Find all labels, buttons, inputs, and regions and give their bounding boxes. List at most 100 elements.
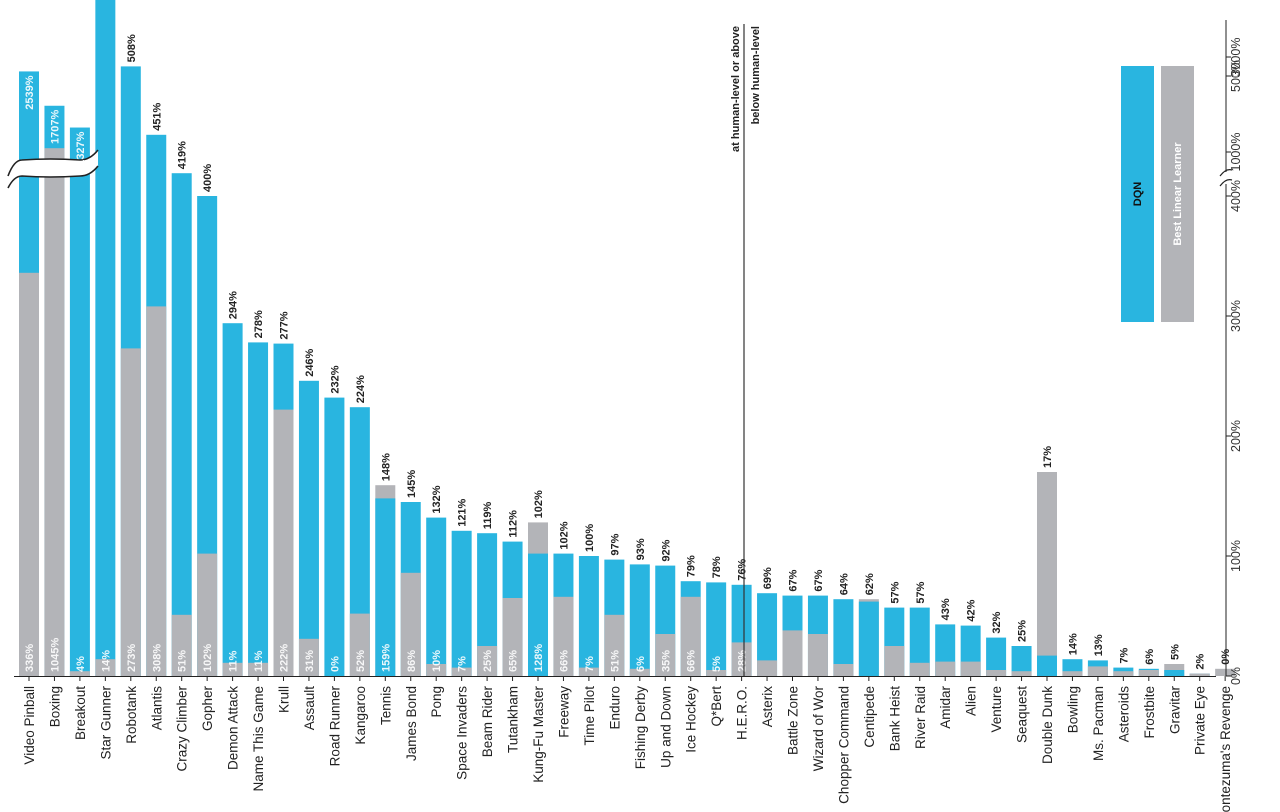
labels-layer: 2539%336%1707%1045%1327%4%598%14%508%273… (24, 34, 1232, 672)
bar-linear-asterix (757, 660, 778, 676)
value-label-dqn-bowling: 14% (1067, 633, 1079, 655)
category-label-pong: Pong (429, 686, 444, 718)
value-label-linear-atlantis: 308% (151, 644, 163, 672)
bar-linear-wizard-of-wor (807, 634, 828, 676)
category-label-road-runner: Road Runner (327, 686, 342, 767)
bar-linear-river-raid (909, 662, 930, 676)
value-label-linear-up-and-down: 35% (660, 650, 672, 672)
value-label-linear-assault: 31% (304, 650, 316, 672)
value-label-dqn-wizard-of-wor: 67% (813, 569, 825, 591)
value-label-dqn-space-invaders: 121% (457, 498, 469, 526)
y-tick-label: 500% (1229, 60, 1243, 92)
value-label-dqn-kung-fu-master: 102% (533, 490, 545, 518)
category-label-battle-zone: Battle Zone (786, 686, 801, 755)
value-label-dqn-james-bond: 145% (406, 470, 418, 498)
bars-layer (7, 0, 1236, 677)
bar-linear-demon-attack (222, 662, 243, 676)
bar-linear-frostbite (1138, 670, 1159, 676)
category-label-enduro: Enduro (607, 686, 622, 730)
value-label-dqn-robotank: 508% (126, 34, 138, 62)
category-label-tennis: Tennis (378, 686, 393, 725)
bar-dqn-crazy-climber (171, 173, 192, 676)
category-label-frostbite: Frostbite (1142, 686, 1157, 739)
value-label-linear-kung-fu-master: 128% (533, 644, 545, 672)
value-label-dqn-crazy-climber: 419% (177, 141, 189, 169)
bar-linear-seaquest (1011, 671, 1032, 676)
value-label-dqn-bank-heist: 57% (889, 581, 901, 603)
bar-linear-name-this-game (248, 662, 269, 676)
value-label-linear-beam-rider: 25% (482, 650, 494, 672)
bar-linear-time-pilot (578, 667, 599, 676)
bar-linear-boxing (44, 148, 65, 677)
category-label-video-pinball: Video Pinball (22, 686, 37, 765)
y-axis-break (1219, 169, 1233, 187)
category-label-alien: Alien (964, 686, 979, 716)
value-label-dqn-video-pinball: 2539% (24, 75, 36, 109)
value-label-linear-krull: 222% (279, 644, 291, 672)
axis-break-line (7, 165, 99, 189)
bar-linear-gopher (197, 553, 218, 676)
bar-linear-atlantis (146, 306, 167, 676)
value-label-dqn-gravitar: 5% (1169, 644, 1181, 660)
value-label-linear-crazy-climber: 51% (177, 650, 189, 672)
category-label-demon-attack: Demon Attack (226, 686, 241, 770)
category-label-ms-pacman: Ms. Pacman (1091, 686, 1106, 761)
value-label-dqn-time-pilot: 100% (584, 524, 596, 552)
value-label-dqn-name-this-game: 278% (253, 310, 265, 338)
bar-dqn-q-bert (706, 582, 727, 676)
category-label-up-and-down: Up and Down (658, 686, 673, 768)
value-label-dqn-amidar: 43% (940, 598, 952, 620)
bar-dqn-centipede (858, 601, 879, 676)
category-label-time-pilot: Time Pilot (582, 686, 597, 746)
category-label-kangaroo: Kangaroo (353, 686, 368, 745)
value-label-dqn-tennis: 148% (380, 453, 392, 481)
value-label-dqn-enduro: 97% (609, 533, 621, 555)
y-tick-label: 300% (1229, 300, 1243, 332)
category-label-freeway: Freeway (556, 686, 571, 738)
category-label-chopper-command: Chopper Command (836, 686, 851, 804)
legend-label-dqn: DQN (1132, 182, 1144, 207)
bar-linear-bank-heist (884, 646, 905, 676)
category-label-krull: Krull (277, 686, 292, 713)
category-label-double-dunk: Double Dunk (1040, 686, 1055, 764)
bar-linear-breakout (69, 671, 90, 676)
category-label-beam-rider: Beam Rider (480, 685, 495, 757)
bar-linear-montezuma-s-revenge (1215, 668, 1236, 676)
value-label-dqn-demon-attack: 294% (228, 291, 240, 319)
value-label-linear-ice-hockey: 66% (686, 650, 698, 672)
value-label-dqn-kangaroo: 224% (355, 375, 367, 403)
bar-linear-crazy-climber (171, 614, 192, 676)
category-label-breakout: Breakout (73, 686, 88, 740)
value-label-linear-tutankham: 65% (508, 650, 520, 672)
category-label-asterix: Asterix (760, 686, 775, 728)
y-tick-label: 200% (1229, 420, 1243, 452)
category-label-assault: Assault (302, 686, 317, 731)
category-label-space-invaders: Space Invaders (455, 686, 470, 780)
legend-swatch-linear (1161, 66, 1194, 322)
value-label-linear-video-pinball: 336% (24, 644, 36, 672)
category-labels: Video Pinball Boxing Breakout Star Gunner Ro… (22, 676, 1233, 812)
value-label-linear-freeway: 66% (558, 650, 570, 672)
bar-linear-ice-hockey (680, 596, 701, 676)
value-label-linear-h-e-r-o: 28% (737, 650, 749, 672)
y-tick-label: 1000% (1229, 133, 1243, 172)
bar-linear-enduro (604, 614, 625, 676)
value-label-linear-pong: 10% (431, 650, 443, 672)
value-label-linear-name-this-game: 11% (253, 650, 265, 672)
bar-dqn-chopper-command (833, 599, 854, 676)
bar-linear-double-dunk (1037, 472, 1057, 676)
bar-dqn-beam-rider (477, 533, 498, 676)
y-axis: 0%100%200%300%400%500%600%1000%3000% (1219, 20, 1243, 685)
value-label-linear-demon-attack: 11% (228, 650, 240, 672)
bar-linear-video-pinball (19, 272, 39, 676)
value-label-linear-kangaroo: 52% (355, 650, 367, 672)
category-label-atlantis: Atlantis (149, 686, 164, 731)
bar-linear-private-eye (1189, 673, 1210, 676)
y-tick-label: 0% (1229, 667, 1243, 685)
category-label-montezuma-s-revenge: Montezuma's Revenge (1218, 686, 1233, 812)
value-label-dqn-battle-zone: 67% (788, 569, 800, 591)
y-tick-label: 400% (1229, 180, 1243, 212)
bar-linear-star-gunner (95, 659, 116, 676)
value-label-dqn-pong: 132% (431, 485, 443, 513)
value-label-dqn-beam-rider: 119% (482, 501, 494, 529)
